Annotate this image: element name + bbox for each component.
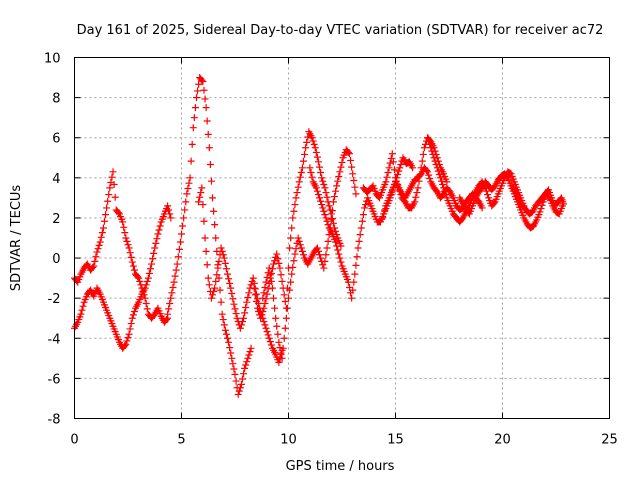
- y-tick-label: 6: [52, 132, 60, 147]
- y-axis-label: SDTVAR / TECUs: [9, 185, 24, 292]
- data-point-markers: [250, 128, 345, 322]
- series-satellite-track-7: [306, 154, 417, 302]
- series-satellite-track-9: [379, 164, 486, 222]
- x-tick-label: 5: [177, 433, 185, 448]
- axes: 0 5 10 15 20 25 -8 -6 -4 -2 0 2 4 6 8 10: [44, 52, 618, 448]
- series-satellite-track-10: [424, 134, 528, 226]
- data-point-markers: [195, 184, 286, 366]
- series-satellite-track-12: [509, 184, 567, 218]
- y-tick-label: 10: [44, 52, 61, 67]
- data-point-markers: [509, 184, 567, 218]
- x-tick-label: 15: [387, 433, 404, 448]
- x-tick-label: 25: [601, 433, 618, 448]
- data-point-markers: [424, 134, 528, 226]
- y-tick-label: -2: [48, 292, 61, 307]
- series-satellite-track-4: [195, 184, 286, 366]
- y-tick-label: 0: [52, 252, 60, 267]
- data-point-markers: [306, 154, 417, 302]
- y-tick-label: 4: [52, 172, 60, 187]
- plot-frame: [74, 57, 610, 419]
- x-tick-label: 10: [280, 433, 297, 448]
- y-tick-label: 2: [52, 212, 60, 227]
- x-axis-label: GPS time / hours: [286, 459, 395, 474]
- data-point-markers: [259, 146, 360, 362]
- data-point-markers: [379, 164, 486, 222]
- chart-title: Day 161 of 2025, Sidereal Day-to-day VTE…: [77, 23, 604, 38]
- y-tick-label: -4: [48, 332, 61, 347]
- data-markers: [71, 74, 567, 398]
- x-tick-label: 0: [70, 433, 78, 448]
- series-satellite-track-3: [164, 74, 255, 398]
- y-tick-label: -8: [48, 413, 61, 428]
- grid: [74, 57, 610, 419]
- series-satellite-track-5: [250, 128, 345, 322]
- y-tick-label: -6: [48, 372, 61, 387]
- x-tick-label: 20: [494, 433, 511, 448]
- series-satellite-track-6: [259, 146, 360, 362]
- y-tick-label: 8: [52, 92, 60, 107]
- data-point-markers: [164, 74, 255, 398]
